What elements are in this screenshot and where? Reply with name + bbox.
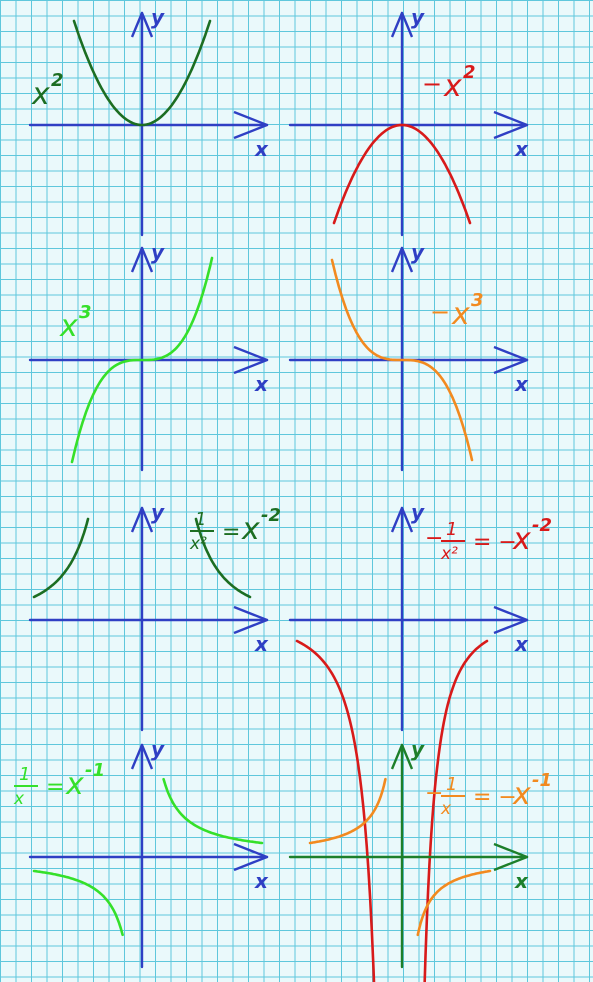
label-base: x xyxy=(31,77,50,112)
curve-branch-1 xyxy=(308,777,387,845)
label-exponent: 2 xyxy=(51,70,64,91)
panel-x2: xyx 2 xyxy=(28,5,269,237)
curve-branch-1 xyxy=(72,19,212,127)
panel-x3: xyx 3 xyxy=(28,240,269,472)
x-axis-arrow-icon xyxy=(493,345,529,375)
curve-branch-1 xyxy=(330,258,474,462)
y-axis-arrow-icon xyxy=(390,743,414,770)
label-exponent: -2 xyxy=(532,515,552,536)
label-prefix: − xyxy=(422,70,442,98)
label-prefix: − xyxy=(430,298,450,326)
function-label: 1x = x -1 xyxy=(13,760,105,809)
function-label: − x 3 xyxy=(430,290,484,332)
curve-branch-1 xyxy=(332,123,472,225)
y-axis-label: y xyxy=(411,240,425,264)
x-axis-arrow-icon xyxy=(233,842,269,872)
y-axis-arrow-icon xyxy=(390,11,414,38)
panel-neg-x3: xy− x 3 xyxy=(288,240,529,472)
x-axis-label: x xyxy=(514,632,529,656)
label-exponent: -1 xyxy=(532,770,552,791)
x-axis-label: x xyxy=(514,137,529,161)
curve-branch-2 xyxy=(423,639,489,982)
x-axis-arrow-icon xyxy=(493,842,529,872)
x-axis-label: x xyxy=(514,869,529,893)
curve-branch-2 xyxy=(416,869,492,937)
function-label: −1 x² = −x -2 xyxy=(425,515,552,564)
y-axis-arrow-icon xyxy=(130,246,154,273)
label-exponent: 3 xyxy=(471,290,484,311)
label-equals: = xyxy=(46,775,64,800)
y-axis-label: y xyxy=(151,500,165,524)
curve-branch-1 xyxy=(162,777,264,845)
function-label: 1 x² = x -2 xyxy=(189,505,281,554)
label-prefix: − xyxy=(425,526,443,551)
label-denominator: x xyxy=(440,799,452,819)
x-axis-label: x xyxy=(254,372,269,396)
label-numerator: 1 xyxy=(446,774,457,795)
label-prefix: − xyxy=(425,781,443,806)
x-axis-arrow-icon xyxy=(493,110,529,140)
panel-neg-x2: xy− x 2 xyxy=(288,5,529,237)
y-axis-label: y xyxy=(151,240,165,264)
y-axis-label: y xyxy=(411,737,425,761)
label-exponent: -2 xyxy=(261,505,281,526)
curve-branch-2 xyxy=(194,517,252,599)
curve-branch-2 xyxy=(32,869,124,937)
y-axis-label: y xyxy=(411,5,425,29)
label-exponent: -1 xyxy=(85,760,105,781)
panel-neg-inv-x2: xy− 1x² = −x -2 xyxy=(288,500,552,982)
y-axis-label: y xyxy=(151,5,165,29)
x-axis-label: x xyxy=(514,372,529,396)
label-denominator: x² xyxy=(189,534,207,554)
label-numerator: 1 xyxy=(19,764,30,785)
label-exponent: 2 xyxy=(463,62,476,83)
label-exponent: 3 xyxy=(79,302,92,323)
label-denominator: x xyxy=(13,789,25,809)
label-denominator: x² xyxy=(440,544,458,564)
x-axis-arrow-icon xyxy=(493,605,529,635)
x-axis-arrow-icon xyxy=(233,605,269,635)
label-base: x xyxy=(65,767,84,802)
label-base: x xyxy=(512,777,531,812)
label-base: x xyxy=(512,522,531,557)
label-equals: = − xyxy=(473,785,517,810)
y-axis-arrow-icon xyxy=(130,506,154,533)
x-axis-label: x xyxy=(254,632,269,656)
y-axis-arrow-icon xyxy=(390,246,414,273)
y-axis-label: y xyxy=(151,737,165,761)
label-numerator: 1 xyxy=(195,509,206,530)
curve-branch-1 xyxy=(70,256,214,464)
label-base: x xyxy=(451,297,470,332)
label-equals: = − xyxy=(473,530,517,555)
label-base: x xyxy=(241,512,260,547)
label-base: x xyxy=(59,309,78,344)
curve-branch-1 xyxy=(32,517,90,599)
x-axis-label: x xyxy=(254,869,269,893)
label-base: x xyxy=(443,69,462,104)
y-axis-arrow-icon xyxy=(390,506,414,533)
curve-branch-1 xyxy=(295,639,376,982)
panel-inv-x2: xy 1x² = x -2 xyxy=(28,500,281,732)
x-axis-label: x xyxy=(254,137,269,161)
label-numerator: 1 xyxy=(446,519,457,540)
y-axis-arrow-icon xyxy=(130,743,154,770)
function-label: − x 2 xyxy=(422,62,476,104)
x-axis-arrow-icon xyxy=(233,110,269,140)
x-axis-arrow-icon xyxy=(233,345,269,375)
y-axis-label: y xyxy=(411,500,425,524)
y-axis-arrow-icon xyxy=(130,11,154,38)
label-equals: = xyxy=(222,520,240,545)
panel-neg-inv-x: xy− 1x = −x -1 xyxy=(288,737,552,969)
function-label: −1x = −x -1 xyxy=(425,770,552,819)
